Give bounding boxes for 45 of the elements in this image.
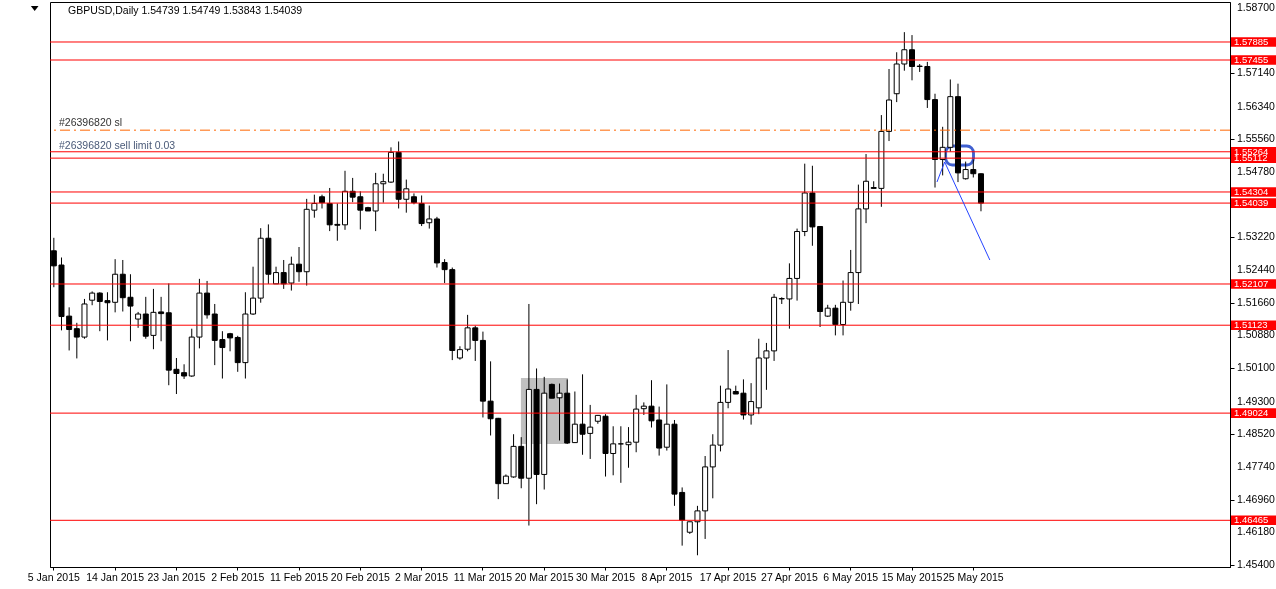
ref-line-label: 1.57885 (1234, 36, 1269, 47)
ref-line-label: 1.57455 (1234, 54, 1269, 66)
y-tick-label: 1.55560 (1237, 132, 1276, 145)
y-tick-label: 1.52440 (1237, 263, 1276, 276)
chart-title: GBPUSD,Daily 1.54739 1.54749 1.53843 1.54039 (68, 4, 303, 16)
ref-line-label: 1.54304 (1234, 185, 1269, 197)
x-tick-label: 17 Apr 2015 (699, 570, 757, 583)
y-tick-label: 1.51660 (1237, 295, 1276, 308)
x-tick-label: 5 Jan 2015 (27, 570, 80, 583)
candlestick (617, 425, 624, 484)
ref-line-label: 1.54039 (1234, 197, 1269, 209)
x-tick-label: 11 Feb 2015 (269, 570, 329, 583)
y-tick-label: 1.46960 (1237, 492, 1276, 505)
x-tick-label: 23 Jan 2015 (147, 570, 206, 583)
x-tick-label: 2 Feb 2015 (211, 570, 265, 583)
y-tick-label: 1.48520 (1237, 427, 1276, 440)
y-tick-label: 1.46180 (1237, 525, 1276, 538)
y-tick-label: 1.54780 (1237, 165, 1276, 178)
ref-line-label: #26396820 sl (59, 116, 123, 129)
x-tick-label: 6 May 2015 (823, 570, 879, 583)
x-tick-label: 14 Jan 2015 (86, 570, 145, 583)
y-tick-label: 1.45400 (1237, 557, 1276, 570)
x-tick-label: 11 Mar 2015 (453, 570, 513, 583)
y-tick-label: 1.50880 (1237, 328, 1276, 341)
x-tick-label: 27 Apr 2015 (761, 570, 818, 583)
x-tick-label: 30 Mar 2015 (576, 570, 636, 583)
x-tick-label: 20 Mar 2015 (514, 570, 574, 583)
y-tick-label: 1.56340 (1237, 99, 1276, 112)
annotation: #26396820 sell limit 0.03 (59, 138, 176, 151)
ref-line-label: 1.49024 (1234, 407, 1269, 419)
y-tick-label: 1.50100 (1237, 361, 1276, 374)
y-tick-label: 1.47740 (1237, 459, 1276, 472)
x-tick-label: 2 Mar 2015 (395, 570, 449, 583)
x-tick-label: 25 May 2015 (942, 570, 1004, 583)
y-tick-label: 1.57140 (1237, 66, 1276, 79)
y-tick-label: 1.53220 (1237, 230, 1276, 243)
x-tick-label: 8 Apr 2015 (641, 570, 693, 583)
candlestick (135, 311, 142, 329)
y-tick-label: 1.58700 (1237, 0, 1276, 13)
ref-line-label: 1.51123 (1234, 319, 1268, 331)
x-tick-label: 15 May 2015 (881, 570, 943, 583)
x-tick-label: 20 Feb 2015 (330, 570, 390, 583)
ref-line-label: 1.52107 (1234, 278, 1269, 289)
ref-line-label: 1.46465 (1234, 514, 1269, 526)
y-tick-label: 1.49300 (1237, 394, 1276, 407)
